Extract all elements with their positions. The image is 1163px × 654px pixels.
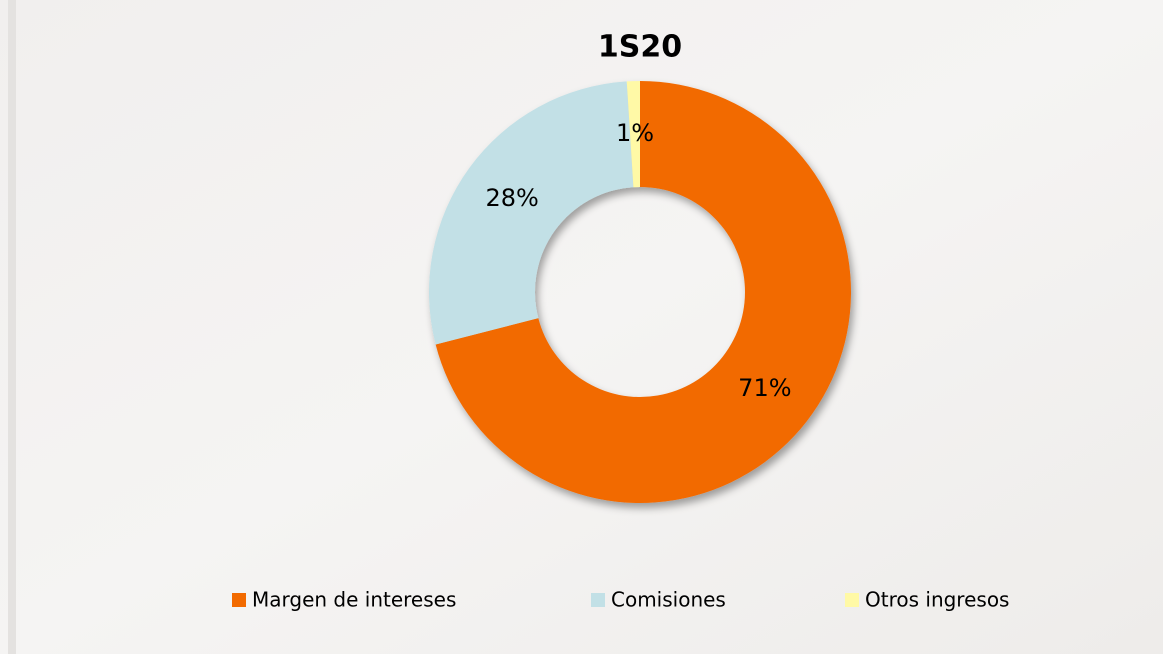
data-label: 71% [738,374,791,402]
page: 1S20 71% 28% 1% Margen de intereses Comision… [0,0,1163,654]
legend-swatch [591,593,605,607]
legend-label: Margen de intereses [252,588,456,612]
legend-label: Comisiones [611,588,726,612]
chart-title: 1S20 [598,30,682,65]
legend-swatch [845,593,859,607]
chart: 1S20 71% 28% 1% Margen de intereses Comision… [0,0,1163,654]
data-label: 1% [616,119,654,147]
legend-swatch [232,593,246,607]
legend-label: Otros ingresos [865,588,1009,612]
side-strip [8,0,16,654]
data-label: 28% [486,184,539,212]
